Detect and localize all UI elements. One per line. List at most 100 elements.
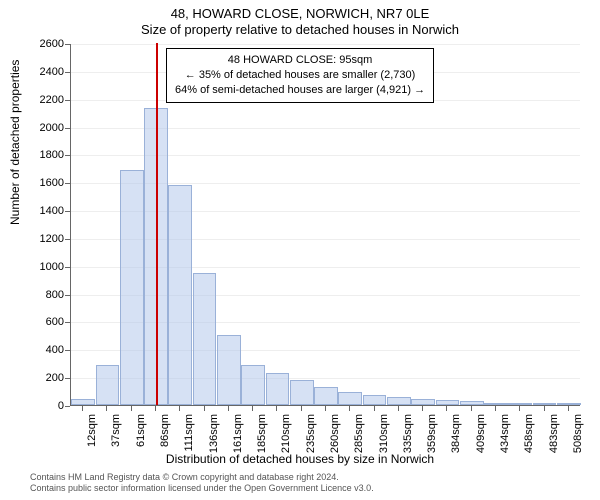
info-box-line-3: 64% of semi-detached houses are larger (… (175, 83, 425, 98)
y-tick-mark (65, 128, 70, 129)
plot-area: 48 HOWARD CLOSE: 95sqm ← 35% of detached… (70, 44, 580, 406)
y-tick-label: 2400 (16, 66, 64, 78)
y-tick-label: 200 (16, 372, 64, 384)
marker-line (156, 43, 158, 405)
y-tick-mark (65, 406, 70, 407)
y-tick-label: 400 (16, 344, 64, 356)
x-tick-mark (374, 406, 375, 411)
x-tick-mark (446, 406, 447, 411)
x-tick-label: 260sqm (329, 414, 341, 458)
histogram-bar (460, 401, 484, 405)
y-tick-mark (65, 72, 70, 73)
histogram-bar (533, 403, 557, 405)
x-tick-mark (568, 406, 569, 411)
x-tick-mark (471, 406, 472, 411)
x-tick-label: 458sqm (523, 414, 535, 458)
histogram-bar (266, 373, 290, 405)
info-box: 48 HOWARD CLOSE: 95sqm ← 35% of detached… (166, 48, 434, 103)
histogram-bar (96, 365, 120, 405)
x-tick-mark (228, 406, 229, 411)
x-tick-label: 136sqm (208, 414, 220, 458)
y-tick-mark (65, 350, 70, 351)
x-tick-mark (82, 406, 83, 411)
y-tick-mark (65, 183, 70, 184)
x-tick-label: 185sqm (256, 414, 268, 458)
x-tick-label: 86sqm (159, 414, 171, 458)
y-tick-mark (65, 155, 70, 156)
histogram-bar (557, 403, 581, 405)
histogram-bar (193, 273, 217, 405)
x-tick-mark (131, 406, 132, 411)
histogram-bar (168, 185, 192, 405)
x-tick-label: 210sqm (280, 414, 292, 458)
y-tick-mark (65, 295, 70, 296)
chart-container: 48, HOWARD CLOSE, NORWICH, NR7 0LE Size … (0, 0, 600, 500)
y-tick-label: 1200 (16, 233, 64, 245)
histogram-bar (71, 399, 95, 405)
x-tick-mark (325, 406, 326, 411)
y-tick-label: 1600 (16, 177, 64, 189)
footer-attribution: Contains HM Land Registry data © Crown c… (30, 472, 374, 495)
info-box-line-1: 48 HOWARD CLOSE: 95sqm (175, 53, 425, 68)
histogram-bar (411, 399, 435, 405)
x-tick-mark (301, 406, 302, 411)
histogram-bar (484, 403, 508, 406)
x-tick-mark (495, 406, 496, 411)
histogram-bar (508, 403, 532, 406)
title-line-1: 48, HOWARD CLOSE, NORWICH, NR7 0LE (0, 6, 600, 21)
x-tick-label: 61sqm (135, 414, 147, 458)
x-tick-label: 111sqm (183, 414, 195, 458)
x-tick-label: 161sqm (232, 414, 244, 458)
x-tick-label: 434sqm (499, 414, 511, 458)
histogram-bar (241, 365, 265, 405)
gridline (71, 44, 580, 45)
x-tick-label: 310sqm (378, 414, 390, 458)
histogram-bar (290, 380, 314, 405)
x-tick-label: 335sqm (402, 414, 414, 458)
x-tick-label: 235sqm (305, 414, 317, 458)
histogram-bar (217, 335, 241, 405)
x-tick-mark (398, 406, 399, 411)
y-tick-label: 2200 (16, 94, 64, 106)
y-tick-mark (65, 100, 70, 101)
footer-line-1: Contains HM Land Registry data © Crown c… (30, 472, 374, 483)
title-line-2: Size of property relative to detached ho… (0, 22, 600, 37)
x-tick-mark (179, 406, 180, 411)
footer-line-2: Contains public sector information licen… (30, 483, 374, 494)
y-tick-label: 1400 (16, 205, 64, 217)
x-tick-label: 12sqm (86, 414, 98, 458)
x-tick-label: 285sqm (353, 414, 365, 458)
histogram-bar (436, 400, 460, 405)
x-tick-mark (252, 406, 253, 411)
y-tick-mark (65, 378, 70, 379)
histogram-bar (120, 170, 144, 405)
y-tick-mark (65, 44, 70, 45)
info-box-line-2: ← 35% of detached houses are smaller (2,… (175, 68, 425, 83)
y-tick-mark (65, 267, 70, 268)
y-tick-label: 2000 (16, 122, 64, 134)
y-tick-label: 1800 (16, 149, 64, 161)
y-tick-mark (65, 322, 70, 323)
x-tick-label: 483sqm (548, 414, 560, 458)
x-tick-label: 508sqm (572, 414, 584, 458)
x-tick-mark (204, 406, 205, 411)
y-tick-label: 800 (16, 289, 64, 301)
x-tick-mark (155, 406, 156, 411)
y-tick-label: 2600 (16, 38, 64, 50)
x-tick-label: 37sqm (110, 414, 122, 458)
x-tick-mark (544, 406, 545, 411)
y-tick-label: 0 (16, 400, 64, 412)
x-tick-mark (106, 406, 107, 411)
x-tick-mark (276, 406, 277, 411)
x-tick-mark (422, 406, 423, 411)
x-tick-label: 359sqm (426, 414, 438, 458)
x-tick-mark (519, 406, 520, 411)
y-axis-label: Number of detached properties (8, 60, 22, 225)
y-tick-label: 1000 (16, 261, 64, 273)
x-tick-label: 384sqm (450, 414, 462, 458)
histogram-bar (363, 395, 387, 405)
y-tick-label: 600 (16, 316, 64, 328)
histogram-bar (314, 387, 338, 405)
histogram-bar (338, 392, 362, 405)
histogram-bar (387, 397, 411, 405)
